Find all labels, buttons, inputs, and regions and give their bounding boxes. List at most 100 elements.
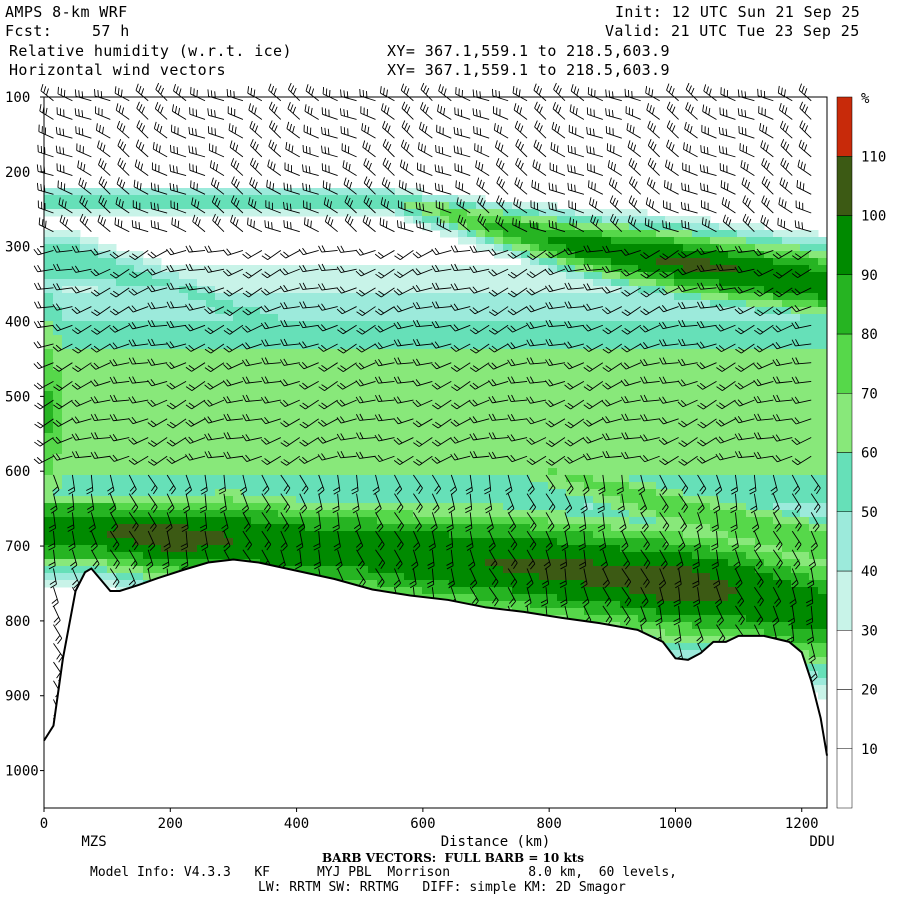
rh-cell — [476, 433, 486, 441]
rh-cell — [323, 314, 333, 322]
rh-cell — [44, 328, 54, 336]
rh-cell — [413, 573, 423, 581]
rh-cell — [746, 279, 756, 287]
rh-cell — [107, 566, 117, 574]
rh-cell — [818, 482, 828, 490]
rh-cell — [620, 524, 630, 532]
rh-cell — [629, 426, 639, 434]
rh-cell — [728, 286, 738, 294]
rh-cell — [44, 188, 54, 196]
rh-cell — [530, 279, 540, 287]
rh-cell — [566, 216, 576, 224]
rh-cell — [683, 538, 693, 546]
rh-cell — [413, 510, 423, 518]
rh-cell — [440, 216, 450, 224]
rh-cell — [116, 265, 126, 273]
rh-cell — [530, 496, 540, 504]
rh-cell — [611, 377, 621, 385]
rh-cell — [287, 482, 297, 490]
rh-cell — [683, 398, 693, 406]
rh-cell — [818, 412, 828, 420]
rh-cell — [710, 293, 720, 301]
rh-cell — [215, 356, 225, 364]
rh-cell — [638, 370, 648, 378]
rh-cell — [323, 335, 333, 343]
rh-cell — [530, 475, 540, 483]
rh-cell — [98, 468, 108, 476]
rh-cell — [260, 314, 270, 322]
rh-cell — [575, 454, 585, 462]
rh-cell — [251, 475, 261, 483]
rh-cell — [386, 293, 396, 301]
rh-cell — [224, 461, 234, 469]
rh-cell — [341, 293, 351, 301]
rh-cell — [710, 272, 720, 280]
rh-cell — [557, 559, 567, 567]
rh-cell — [440, 503, 450, 511]
rh-cell — [62, 524, 72, 532]
rh-cell — [584, 300, 594, 308]
rh-cell — [602, 538, 612, 546]
rh-cell — [530, 573, 540, 581]
rh-cell — [629, 454, 639, 462]
rh-cell — [791, 447, 801, 455]
rh-cell — [728, 223, 738, 231]
rh-cell — [161, 538, 171, 546]
rh-cell — [161, 461, 171, 469]
rh-cell — [494, 251, 504, 259]
rh-cell — [161, 433, 171, 441]
rh-cell — [494, 209, 504, 217]
rh-cell — [629, 503, 639, 511]
rh-cell — [332, 461, 342, 469]
rh-cell — [305, 475, 315, 483]
rh-cell — [179, 419, 189, 427]
rh-cell — [647, 524, 657, 532]
rh-cell — [134, 510, 144, 518]
rh-cell — [467, 363, 477, 371]
rh-cell — [62, 314, 72, 322]
rh-cell — [161, 447, 171, 455]
rh-cell — [575, 552, 585, 560]
rh-cell — [611, 440, 621, 448]
rh-cell — [539, 349, 549, 357]
rh-cell — [143, 384, 153, 392]
rh-cell — [242, 475, 252, 483]
rh-cell — [638, 314, 648, 322]
rh-cell — [665, 615, 675, 623]
rh-cell — [593, 370, 603, 378]
rh-cell — [314, 440, 324, 448]
rh-cell — [260, 370, 270, 378]
rh-cell — [467, 426, 477, 434]
rh-cell — [710, 538, 720, 546]
rh-cell — [206, 531, 216, 539]
rh-cell — [134, 342, 144, 350]
rh-cell — [476, 398, 486, 406]
rh-cell — [233, 447, 243, 455]
rh-cell — [323, 496, 333, 504]
rh-cell — [809, 468, 819, 476]
rh-cell — [53, 377, 63, 385]
rh-cell — [449, 594, 459, 602]
rh-cell — [467, 265, 477, 273]
rh-cell — [494, 489, 504, 497]
rh-cell — [530, 447, 540, 455]
rh-cell — [287, 370, 297, 378]
rh-cell — [818, 510, 828, 518]
rh-cell — [494, 447, 504, 455]
rh-cell — [692, 307, 702, 315]
rh-cell — [404, 363, 414, 371]
rh-cell — [377, 580, 387, 588]
rh-cell — [53, 524, 63, 532]
rh-cell — [773, 475, 783, 483]
rh-cell — [251, 461, 261, 469]
rh-cell — [467, 573, 477, 581]
rh-cell — [107, 419, 117, 427]
rh-cell — [584, 391, 594, 399]
rh-cell — [233, 384, 243, 392]
rh-cell — [359, 321, 369, 329]
rh-cell — [503, 461, 513, 469]
rh-cell — [278, 538, 288, 546]
rh-cell — [692, 300, 702, 308]
rh-cell — [260, 328, 270, 336]
rh-cell — [341, 489, 351, 497]
